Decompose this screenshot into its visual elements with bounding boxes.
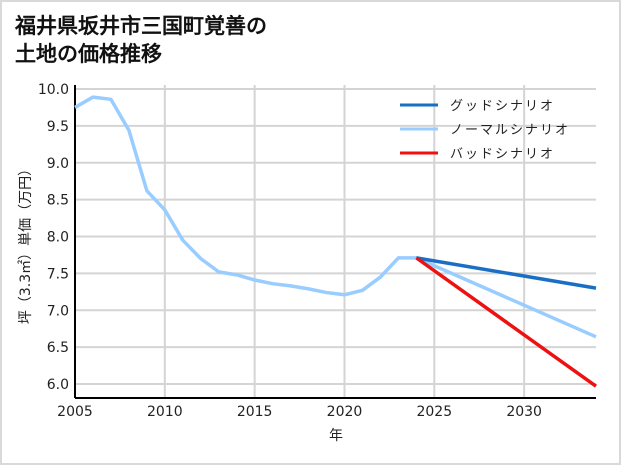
y-tick-label: 9.0 xyxy=(47,156,69,172)
series-line-1 xyxy=(74,95,597,339)
y-tick-label: 10.0 xyxy=(38,82,69,98)
y-tick-label: 8.0 xyxy=(47,230,69,246)
y-tick-label: 8.5 xyxy=(47,193,69,209)
legend-label: バッドシナリオ xyxy=(450,147,555,162)
series-line-0 xyxy=(416,256,597,290)
x-tick-label: 2020 xyxy=(327,404,363,420)
x-tick-label: 2030 xyxy=(506,404,542,420)
chart-title: 福井県坂井市三国町覚善の 土地の価格推移 xyxy=(15,14,267,66)
legend-label: ノーマルシナリオ xyxy=(450,123,570,138)
x-axis-label: 年 xyxy=(329,428,343,444)
x-tick-label: 2005 xyxy=(57,404,93,420)
series-line-2 xyxy=(415,256,598,388)
y-tick-label: 9.5 xyxy=(47,119,69,135)
legend-label: グッドシナリオ xyxy=(450,99,555,114)
x-tick-label: 2025 xyxy=(416,404,452,420)
y-tick-label: 6.5 xyxy=(47,340,69,356)
x-tick-label: 2015 xyxy=(237,404,273,420)
y-axis-label: 坪（3.3㎡）単価（万円） xyxy=(18,162,34,324)
x-tick-label: 2010 xyxy=(147,404,183,420)
y-tick-label: 7.5 xyxy=(47,266,69,282)
y-tick-label: 6.0 xyxy=(47,377,69,393)
y-tick-label: 7.0 xyxy=(47,303,69,319)
